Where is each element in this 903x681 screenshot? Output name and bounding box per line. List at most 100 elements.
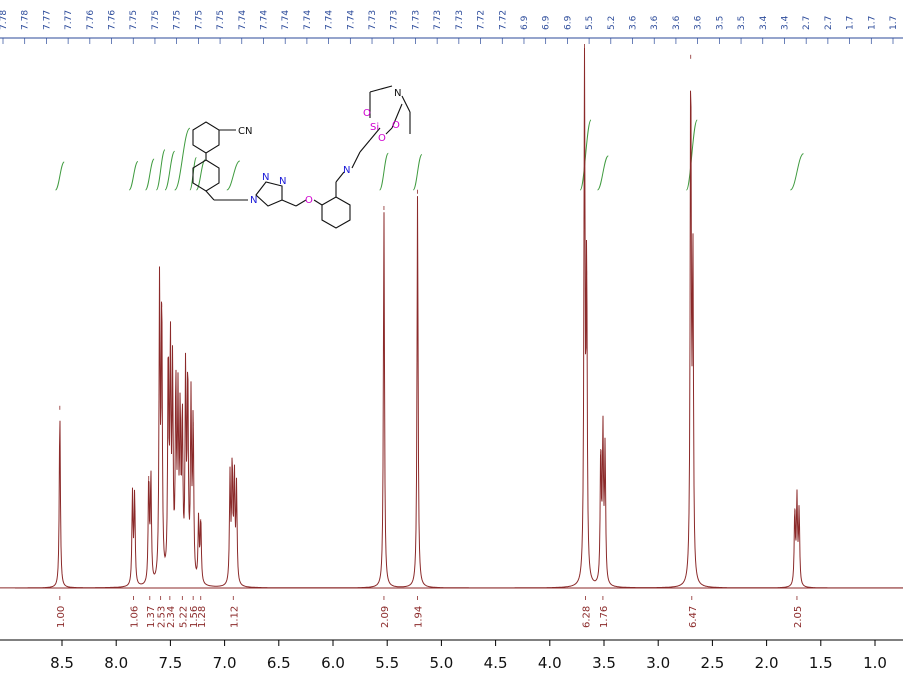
x-tick-label: 4.5	[484, 654, 508, 672]
peak-pick-label: 3.5	[737, 16, 747, 30]
peak-pick-label: 7.76	[86, 10, 96, 30]
integral-label: 1.37	[146, 606, 157, 628]
integral-curve	[128, 161, 139, 191]
integral-label: 6.47	[688, 606, 699, 628]
x-axis-ticks: 8.5 8.0 7.5 7.0 6.5 6.0 5.5 5.0 4.5 4.0 3.5 3.0 2.5 2…	[50, 640, 887, 672]
peak-pick-label: 3.6	[629, 15, 639, 30]
peak-pick-label: 5.5	[585, 16, 595, 30]
integral-curve	[685, 119, 698, 191]
peak-pick-label: 5.2	[607, 16, 617, 30]
peak-pick-label: 7.75	[151, 10, 161, 30]
integral-curve	[412, 153, 423, 191]
x-tick-label: 3.5	[592, 654, 616, 672]
peak-pick-label: 1.7	[846, 16, 856, 30]
peak-pick-label: 7.78	[0, 10, 9, 30]
x-tick-label: 7.0	[213, 654, 237, 672]
structure-atom-labels: CN N N N O N N O O O Si	[238, 88, 401, 206]
benzonitrile-ring	[192, 121, 220, 154]
integral-label-layer: 1.00 1.06 1.37 2.532.34 5.22 1.561.28 1.12 2.09…	[56, 596, 804, 628]
x-tick-label: 6.0	[321, 654, 345, 672]
peak-pick-label: 1.7	[889, 16, 899, 30]
atom-label-n-atrane: N	[394, 88, 401, 99]
peak-pick-label: 7.74	[238, 10, 248, 30]
integral-curve	[579, 119, 592, 191]
peak-pick-label: 7.74	[346, 10, 356, 30]
x-tick-label: 5.0	[429, 654, 453, 672]
x-tick-label: 8.0	[104, 654, 128, 672]
spectrum-line	[0, 47, 903, 589]
peak-pick-label: 7.72	[477, 10, 487, 30]
peak-pick-label: 7.73	[455, 10, 465, 30]
peak-pick-label: 7.77	[64, 10, 74, 30]
peak-pick-label: 7.75	[173, 10, 183, 30]
x-tick-label: 4.0	[538, 654, 562, 672]
integral-label: 1.76	[599, 606, 610, 628]
peak-pick-label: 7.75	[216, 10, 226, 30]
atom-label-n3: N	[279, 176, 286, 187]
integral-label: 2.53	[157, 606, 168, 628]
integral-label: 1.94	[414, 606, 425, 628]
peak-pick-label: 6.9	[563, 15, 573, 30]
integral-curve	[789, 153, 804, 191]
integral-label: 1.00	[56, 606, 67, 628]
peak-pick-label: 7.73	[390, 10, 400, 30]
atom-label-cn: CN	[238, 126, 252, 137]
peak-pick-label: 3.6	[672, 15, 682, 30]
atom-label-n2: N	[262, 172, 269, 183]
x-tick-label: 3.0	[646, 654, 670, 672]
x-tick-label: 2.0	[755, 654, 779, 672]
integral-label: 6.28	[582, 606, 593, 628]
integral-label: 5.22	[178, 606, 189, 628]
peak-pick-label: 6.9	[542, 15, 552, 30]
peak-pick-label: 7.74	[259, 10, 269, 30]
chemical-structure-inset	[192, 85, 411, 229]
x-tick-label: 1.0	[863, 654, 887, 672]
peak-pick-label: 6.9	[520, 15, 530, 30]
integral-label: 1.06	[130, 606, 141, 628]
integral-label: 2.09	[380, 606, 391, 628]
peak-pick-label: 3.6	[694, 15, 704, 30]
peak-pick-label: 7.76	[108, 10, 118, 30]
integral-label: 1.12	[229, 606, 240, 628]
integral-label: 1.28	[197, 606, 208, 628]
integral-curve	[155, 149, 166, 191]
x-tick-label: 1.5	[809, 654, 833, 672]
x-tick-label: 8.5	[50, 654, 74, 672]
peak-pick-label: 7.73	[368, 10, 378, 30]
integral-curve-layer	[55, 119, 804, 191]
peak-pick-label: 7.75	[129, 10, 139, 30]
atom-label-o-3: O	[378, 133, 386, 144]
integral-label: 2.05	[793, 606, 804, 628]
peak-pick-label: 7.72	[498, 10, 508, 30]
atom-label-o-1: O	[363, 108, 371, 119]
integral-curve	[379, 152, 389, 191]
peak-pick-label: 2.7	[824, 16, 834, 30]
integral-curve	[597, 155, 609, 191]
phenoxy-ring	[321, 196, 351, 229]
peak-pick-label: 7.73	[433, 10, 443, 30]
atom-label-o-ether: O	[305, 195, 313, 206]
peak-pick-label: 7.73	[411, 10, 421, 30]
peak-pick-label: 1.7	[867, 16, 877, 30]
integral-curve	[174, 127, 191, 191]
x-tick-label: 2.5	[700, 654, 724, 672]
integral-curve	[145, 158, 155, 191]
integral-curve	[226, 160, 241, 191]
atom-label-o-2: O	[392, 120, 400, 131]
peak-markers	[59, 44, 800, 524]
peak-pick-label: 7.78	[21, 10, 31, 30]
peak-pick-label: 3.6	[650, 15, 660, 30]
triazole-ring	[255, 181, 283, 207]
peak-pick-label: 7.74	[281, 10, 291, 30]
x-tick-label: 5.5	[375, 654, 399, 672]
peak-pick-label: 3.4	[780, 15, 790, 30]
integral-curve	[55, 161, 65, 191]
peak-label-layer: 7.78 7.78 7.77 7.77 7.76 7.76 7.75 7.75 7.75 7.75…	[0, 10, 903, 44]
peak-pick-label: 2.7	[802, 16, 812, 30]
x-tick-label: 7.5	[158, 654, 182, 672]
peak-pick-label: 7.75	[194, 10, 204, 30]
biphenyl-ring	[192, 159, 220, 192]
integral-label: 2.34	[166, 606, 177, 628]
integral-curve	[164, 150, 176, 191]
